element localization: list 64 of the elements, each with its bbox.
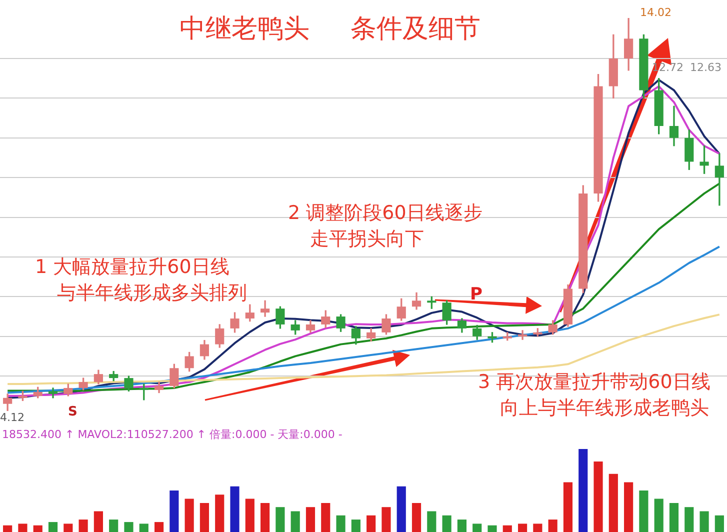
candlestick	[518, 330, 528, 340]
bar	[290, 511, 300, 532]
bar	[351, 520, 360, 532]
annotation: 3 再次放量拉升带动60日线	[478, 370, 710, 393]
bar	[170, 490, 179, 532]
bar	[382, 507, 391, 532]
bar	[321, 502, 330, 532]
bar	[412, 502, 422, 532]
bar	[518, 524, 528, 532]
bar	[78, 520, 88, 532]
bar	[306, 507, 316, 532]
bar	[184, 498, 194, 532]
bar	[245, 498, 254, 532]
bar	[442, 515, 452, 532]
bar	[276, 507, 285, 532]
bar	[594, 461, 603, 532]
annotation: 4.12	[0, 410, 24, 424]
bar	[154, 522, 164, 532]
bar	[230, 486, 240, 532]
bar	[533, 524, 542, 532]
bar	[639, 490, 648, 532]
bar	[548, 520, 558, 532]
bar	[502, 525, 512, 532]
annotation: S	[68, 404, 78, 420]
annotation: 向上与半年线形成老鸭头	[500, 396, 709, 419]
bar	[608, 474, 618, 532]
bar	[669, 502, 679, 532]
bar	[684, 507, 694, 532]
bar	[472, 524, 482, 532]
bar	[396, 486, 406, 532]
bar	[48, 522, 58, 532]
bar	[700, 511, 709, 532]
annotation: 14.02	[640, 6, 672, 19]
bar	[3, 525, 12, 532]
annotation: 2 调整阶段60日线逐步	[288, 202, 482, 224]
bar	[457, 520, 466, 532]
annotation: P	[470, 284, 482, 304]
bar	[215, 494, 224, 532]
bar	[64, 524, 73, 532]
bar	[336, 515, 346, 532]
bar	[200, 502, 210, 532]
bar	[714, 515, 724, 532]
bar	[94, 511, 103, 532]
annotation: 走平拐头向下	[310, 228, 424, 250]
bar	[427, 511, 436, 532]
annotation: 12.63	[690, 60, 722, 74]
bar	[654, 498, 664, 532]
text: 18532.400 ↑ MAVOL2:110527.200 ↑ 倍量:0.000 - 天量:0.000 -	[2, 428, 342, 441]
bar	[624, 482, 634, 532]
bar	[124, 522, 134, 532]
bar	[18, 524, 28, 532]
bar	[366, 515, 376, 532]
bar	[139, 524, 148, 532]
bar	[563, 482, 573, 532]
candlestick	[714, 153, 724, 206]
annotation: 1 大幅放量拉升60日线	[35, 256, 230, 278]
bar	[488, 525, 497, 532]
bar	[260, 502, 270, 532]
candlestick	[260, 300, 270, 317]
chart-title: 中继老鸭头 条件及细节	[179, 14, 481, 44]
bar	[109, 520, 118, 532]
bar	[578, 449, 588, 532]
annotation: 与半年线形成多头排列	[57, 282, 247, 304]
bar	[33, 525, 42, 532]
